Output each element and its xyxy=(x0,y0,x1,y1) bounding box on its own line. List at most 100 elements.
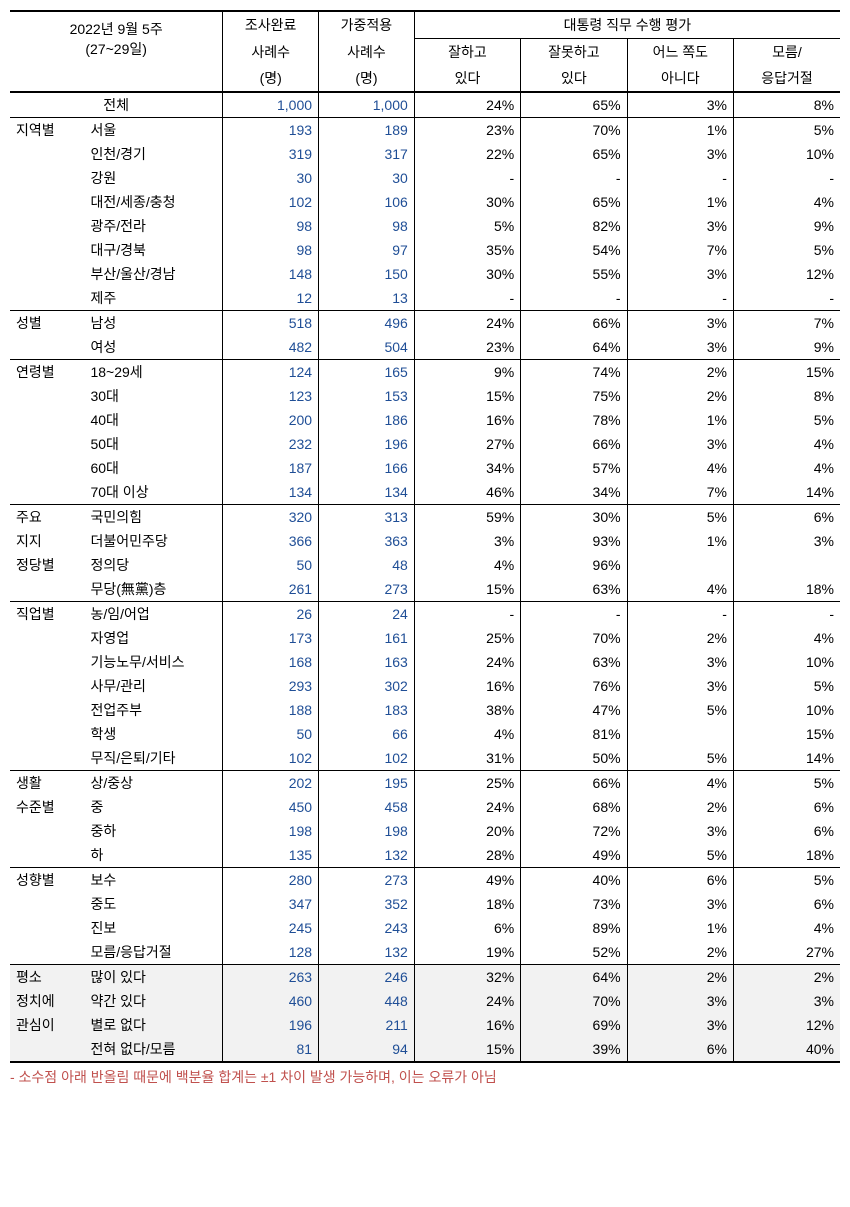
row-label: 하 xyxy=(84,843,222,868)
percent-cell: 22% xyxy=(414,142,520,166)
row-label: 진보 xyxy=(84,916,222,940)
table-row: 여성48250423%64%3%9% xyxy=(10,335,840,360)
percent-cell: 73% xyxy=(521,892,627,916)
percent-cell: 63% xyxy=(521,650,627,674)
category-cell xyxy=(10,746,84,771)
table-row: 50대23219627%66%3%4% xyxy=(10,432,840,456)
numeric-cell: 30 xyxy=(223,166,319,190)
percent-cell: 5% xyxy=(414,214,520,238)
numeric-cell: 458 xyxy=(319,795,415,819)
percent-cell: 35% xyxy=(414,238,520,262)
percent-cell: 7% xyxy=(627,480,733,505)
percent-cell: 34% xyxy=(521,480,627,505)
row-label: 약간 있다 xyxy=(84,989,222,1013)
numeric-cell: 363 xyxy=(319,529,415,553)
table-body: 전체1,0001,00024%65%3%8%지역별서울19318923%70%1… xyxy=(10,92,840,1062)
table-row: 지지더불어민주당3663633%93%1%3% xyxy=(10,529,840,553)
period-title: 2022년 9월 5주 (27~29일) xyxy=(10,11,223,65)
table-row: 정치에약간 있다46044824%70%3%3% xyxy=(10,989,840,1013)
percent-cell: 5% xyxy=(627,843,733,868)
percent-cell: 30% xyxy=(414,190,520,214)
percent-cell: 5% xyxy=(733,238,840,262)
table-row: 성별남성51849624%66%3%7% xyxy=(10,311,840,336)
category-cell xyxy=(10,335,84,360)
table-row: 지역별서울19318923%70%1%5% xyxy=(10,118,840,143)
category-cell: 직업별 xyxy=(10,602,84,627)
table-row: 진보2452436%89%1%4% xyxy=(10,916,840,940)
percent-cell: 50% xyxy=(521,746,627,771)
row-label: 대전/세종/충청 xyxy=(84,190,222,214)
col-weighted-count-3: (명) xyxy=(319,65,415,92)
numeric-cell: 24 xyxy=(319,602,415,627)
row-label: 70대 이상 xyxy=(84,480,222,505)
row-label: 정의당 xyxy=(84,553,222,577)
numeric-cell: 132 xyxy=(319,940,415,965)
table-row: 전업주부18818338%47%5%10% xyxy=(10,698,840,722)
percent-cell: 54% xyxy=(521,238,627,262)
numeric-cell: 98 xyxy=(319,214,415,238)
numeric-cell: 186 xyxy=(319,408,415,432)
percent-cell: 12% xyxy=(733,262,840,286)
row-label: 국민의힘 xyxy=(84,505,222,530)
row-label: 학생 xyxy=(84,722,222,746)
table-row: 대전/세종/충청10210630%65%1%4% xyxy=(10,190,840,214)
percent-cell: 47% xyxy=(521,698,627,722)
percent-cell: 89% xyxy=(521,916,627,940)
percent-cell: 65% xyxy=(521,92,627,118)
percent-cell: 59% xyxy=(414,505,520,530)
percent-cell: 24% xyxy=(414,795,520,819)
category-cell xyxy=(10,843,84,868)
percent-cell: 3% xyxy=(627,262,733,286)
row-label: 모름/응답거절 xyxy=(84,940,222,965)
numeric-cell: 161 xyxy=(319,626,415,650)
numeric-cell: 211 xyxy=(319,1013,415,1037)
percent-cell: 15% xyxy=(733,722,840,746)
percent-cell: 3% xyxy=(627,335,733,360)
row-label: 30대 xyxy=(84,384,222,408)
percent-cell xyxy=(733,553,840,577)
numeric-cell: 102 xyxy=(223,190,319,214)
percent-cell: 66% xyxy=(521,771,627,796)
col-noresponse-2: 응답거절 xyxy=(733,65,840,92)
col-survey-count: 조사완료 xyxy=(223,11,319,39)
percent-cell: 12% xyxy=(733,1013,840,1037)
percent-cell: 78% xyxy=(521,408,627,432)
percent-cell: 3% xyxy=(627,311,733,336)
percent-cell: 24% xyxy=(414,650,520,674)
category-cell: 생활 xyxy=(10,771,84,796)
row-label: 전혀 없다/모름 xyxy=(84,1037,222,1062)
numeric-cell: 366 xyxy=(223,529,319,553)
numeric-cell: 496 xyxy=(319,311,415,336)
row-label: 상/중상 xyxy=(84,771,222,796)
percent-cell: - xyxy=(627,286,733,311)
percent-cell: 23% xyxy=(414,335,520,360)
category-cell: 연령별 xyxy=(10,360,84,385)
percent-cell: 2% xyxy=(627,384,733,408)
numeric-cell: 196 xyxy=(223,1013,319,1037)
category-cell xyxy=(10,384,84,408)
row-label: 인천/경기 xyxy=(84,142,222,166)
percent-cell: 70% xyxy=(521,989,627,1013)
col-neither: 어느 쪽도 xyxy=(627,39,733,66)
category-cell: 평소 xyxy=(10,965,84,990)
percent-cell: 40% xyxy=(733,1037,840,1062)
numeric-cell: 30 xyxy=(319,166,415,190)
category-cell xyxy=(10,408,84,432)
percent-cell: 6% xyxy=(733,505,840,530)
category-cell xyxy=(10,1037,84,1062)
table-row: 무직/은퇴/기타10210231%50%5%14% xyxy=(10,746,840,771)
percent-cell: 63% xyxy=(521,577,627,602)
row-label: 자영업 xyxy=(84,626,222,650)
percent-cell: - xyxy=(733,166,840,190)
numeric-cell: 196 xyxy=(319,432,415,456)
numeric-cell: 504 xyxy=(319,335,415,360)
percent-cell: 18% xyxy=(733,843,840,868)
percent-cell: 4% xyxy=(414,722,520,746)
table-row: 주요국민의힘32031359%30%5%6% xyxy=(10,505,840,530)
numeric-cell: 1,000 xyxy=(319,92,415,118)
row-label: 여성 xyxy=(84,335,222,360)
numeric-cell: 198 xyxy=(223,819,319,843)
numeric-cell: 94 xyxy=(319,1037,415,1062)
category-cell xyxy=(10,650,84,674)
percent-cell: 3% xyxy=(627,1013,733,1037)
